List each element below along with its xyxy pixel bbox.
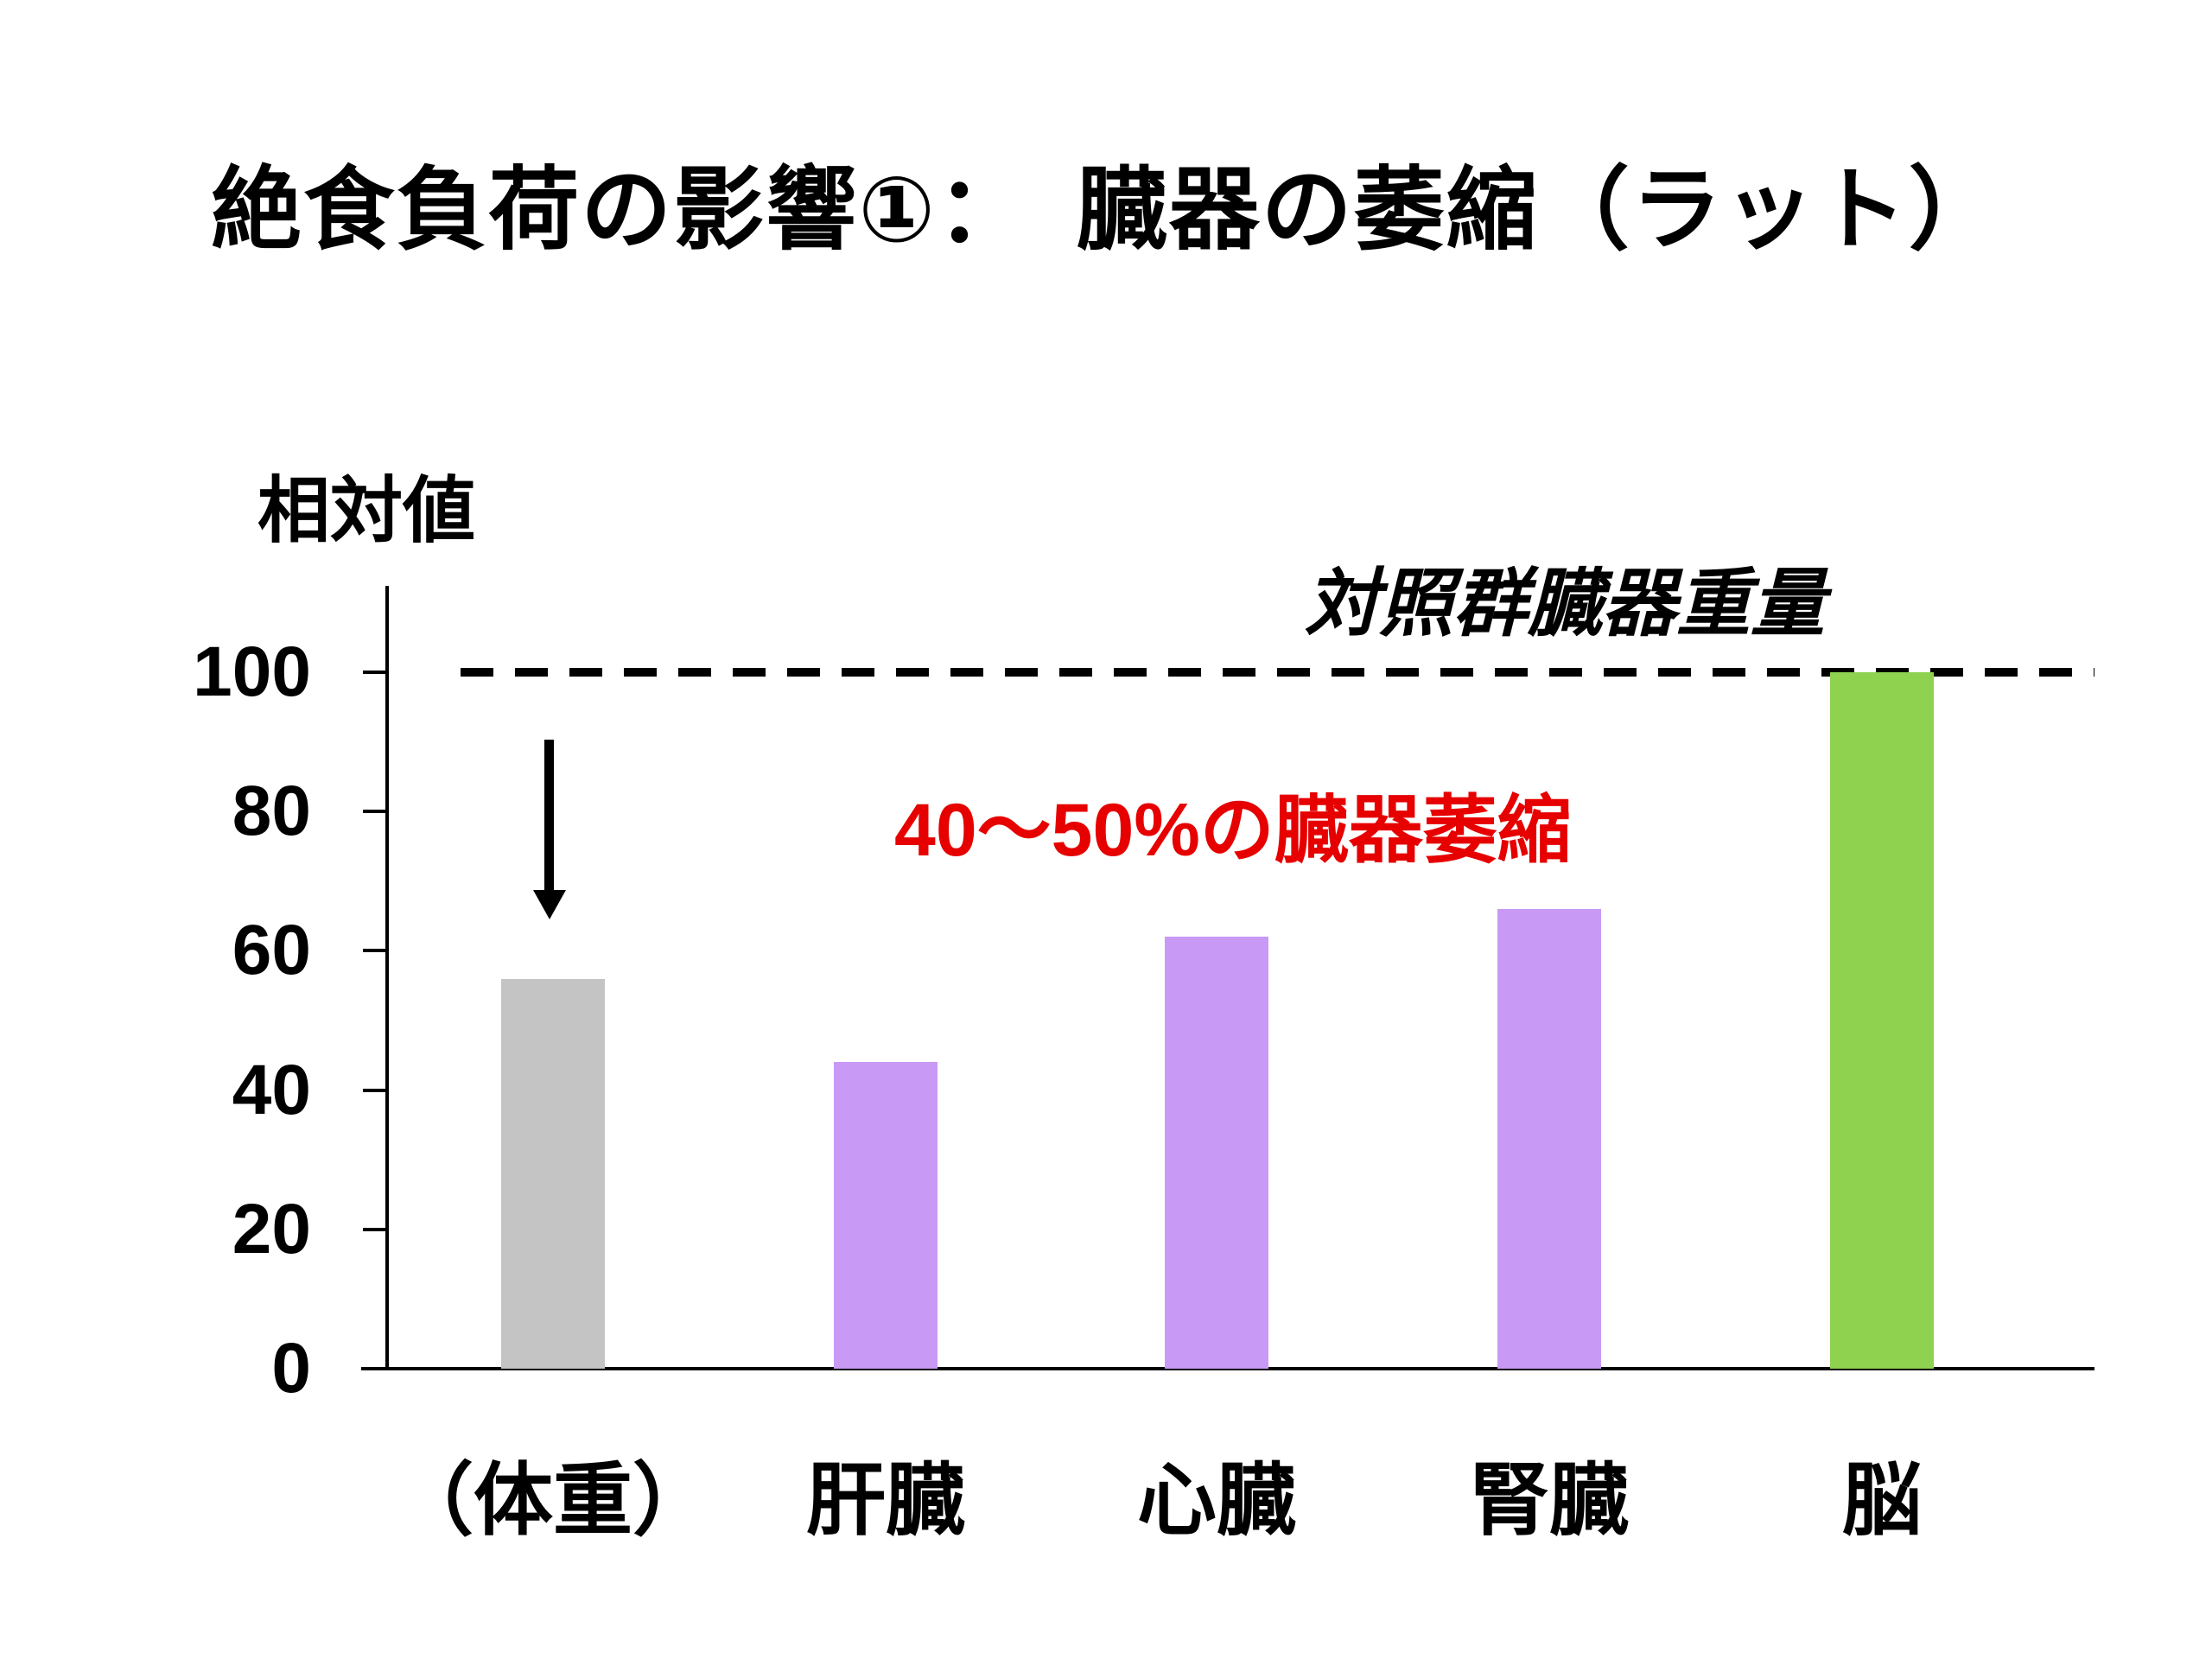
y-axis-tick <box>363 1088 386 1092</box>
bar-kidney <box>1497 909 1601 1369</box>
x-category-label-brain: 脳 <box>1841 1457 1922 1545</box>
y-tick-label: 20 <box>232 1189 311 1268</box>
y-axis-tick <box>363 949 386 953</box>
bar-liver <box>834 1062 938 1369</box>
organ-shrink-annotation: 40～50%の臓器萎縮 <box>894 789 1572 872</box>
down-arrow-icon <box>544 740 554 892</box>
x-axis-line <box>361 1367 2094 1370</box>
bar-brain <box>1830 672 1934 1369</box>
y-axis-tick <box>363 671 386 674</box>
y-tick-label: 100 <box>193 632 311 711</box>
y-axis-title: 相対値 <box>257 470 476 551</box>
y-axis-tick <box>363 1227 386 1231</box>
y-tick-label: 60 <box>232 911 311 990</box>
y-axis-tick <box>363 810 386 814</box>
y-tick-label: 0 <box>271 1329 311 1408</box>
x-category-label-body-weight: （体重） <box>393 1457 712 1545</box>
y-axis-line <box>385 586 389 1370</box>
slide-title: 絶食負荷の影響①： 臓器の萎縮（ラット） <box>211 160 2001 261</box>
x-category-label-kidney: 腎臓 <box>1469 1457 1629 1545</box>
y-tick-label: 80 <box>232 772 311 851</box>
y-tick-label: 40 <box>232 1050 311 1129</box>
reference-dashed-line <box>461 668 2094 677</box>
bar-body-weight <box>501 978 605 1369</box>
reference-line-label: 対照群臓器重量 <box>1305 563 1825 645</box>
x-category-label-liver: 肝臓 <box>805 1457 965 1545</box>
down-arrow-head-icon <box>533 890 566 919</box>
bar-heart <box>1165 937 1268 1369</box>
x-category-label-heart: 心臓 <box>1136 1457 1296 1545</box>
y-axis-tick <box>363 1367 386 1370</box>
